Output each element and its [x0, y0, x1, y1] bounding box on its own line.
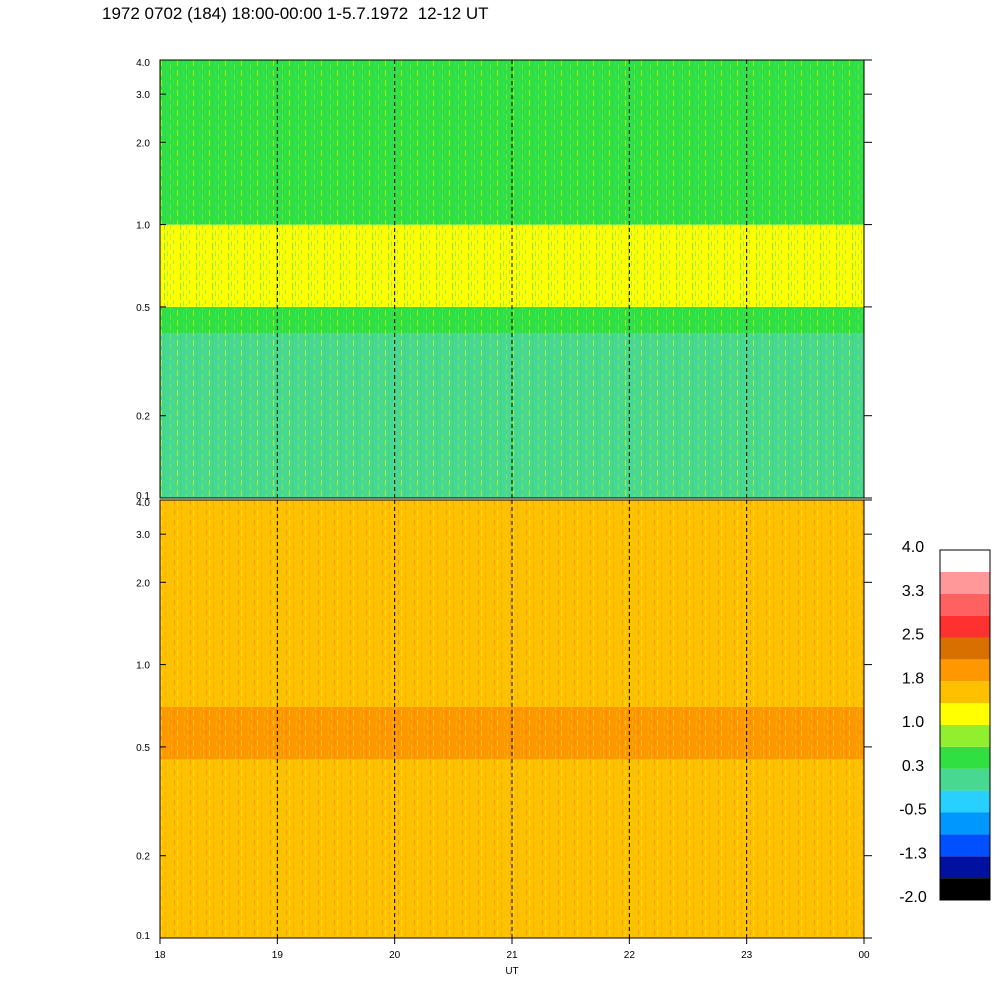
x-tick-label: 23	[741, 950, 753, 961]
y-tick-label: 4.0	[136, 58, 150, 69]
y-tick-label: 0.2	[136, 852, 150, 863]
x-tick-label: 22	[624, 950, 636, 961]
colorbar-swatch	[940, 615, 990, 638]
y-tick-label: 0.5	[136, 743, 150, 754]
x-tick-label: 21	[506, 950, 518, 961]
colorbar-tick-label: 2.5	[902, 627, 924, 644]
y-tick-label: 1.0	[136, 221, 150, 232]
colorbar-swatch	[940, 725, 990, 747]
colorbar-tick-label: -2.0	[899, 889, 927, 906]
y-tick-label: 0.1	[136, 931, 150, 942]
colorbar-tick-label: -1.3	[899, 845, 927, 862]
y-tick-label: 0.1	[136, 491, 150, 502]
y-tick-label: 1.0	[136, 661, 150, 672]
y-tick-label: 0.5	[136, 303, 150, 314]
y-tick-label: 2.0	[136, 138, 150, 149]
x-tick-label: 00	[858, 950, 870, 961]
panel-frame-0	[159, 59, 865, 499]
colorbar-tick-label: 0.3	[902, 758, 924, 775]
colorbar-frame	[939, 549, 991, 901]
plot-title: 1972 0702 (184) 18:00-00:00 1-5.7.1972 1…	[102, 4, 489, 23]
x-tick-label: 19	[272, 950, 284, 961]
colorbar-swatch	[940, 593, 990, 616]
colorbar-tick-label: -0.5	[899, 802, 927, 819]
colorbar-swatch	[940, 746, 990, 769]
colorbar-swatch	[940, 550, 990, 572]
colorbar-tick-label: 1.0	[902, 714, 924, 731]
colorbar-swatch	[940, 790, 990, 813]
colorbar-swatch	[940, 878, 990, 900]
colorbar-swatch	[940, 834, 990, 857]
colorbar-swatch	[940, 703, 990, 725]
y-tick-label: 0.2	[136, 412, 150, 423]
hour-dashed-lines	[276, 60, 748, 938]
colorbar-swatch	[940, 659, 990, 682]
colorbar: 4.0 3.3 2.5 1.8 1.0 0.3 -0.5 -1.3 -2.0	[899, 539, 991, 906]
colorbar-tick-label: 3.3	[902, 583, 924, 600]
colorbar-swatch	[940, 681, 990, 704]
colorbar-swatch	[940, 637, 990, 660]
colorbar-swatch	[940, 768, 990, 791]
colorbar-swatch	[940, 856, 990, 879]
colorbar-swatch	[940, 812, 990, 835]
y-tick-label: 2.0	[136, 578, 150, 589]
colorbar-swatch	[940, 571, 990, 594]
x-tick-label: 20	[389, 950, 401, 961]
y-tick-label: 4.0	[136, 498, 150, 509]
colorbar-tick-label: 1.8	[902, 670, 924, 687]
colorbar-tick-label: 4.0	[902, 539, 924, 556]
y-tick-label: 3.0	[136, 90, 150, 101]
x-tick-label: 18	[154, 950, 166, 961]
x-axis-label: UT	[505, 966, 518, 977]
y-tick-label: 3.0	[136, 530, 150, 541]
